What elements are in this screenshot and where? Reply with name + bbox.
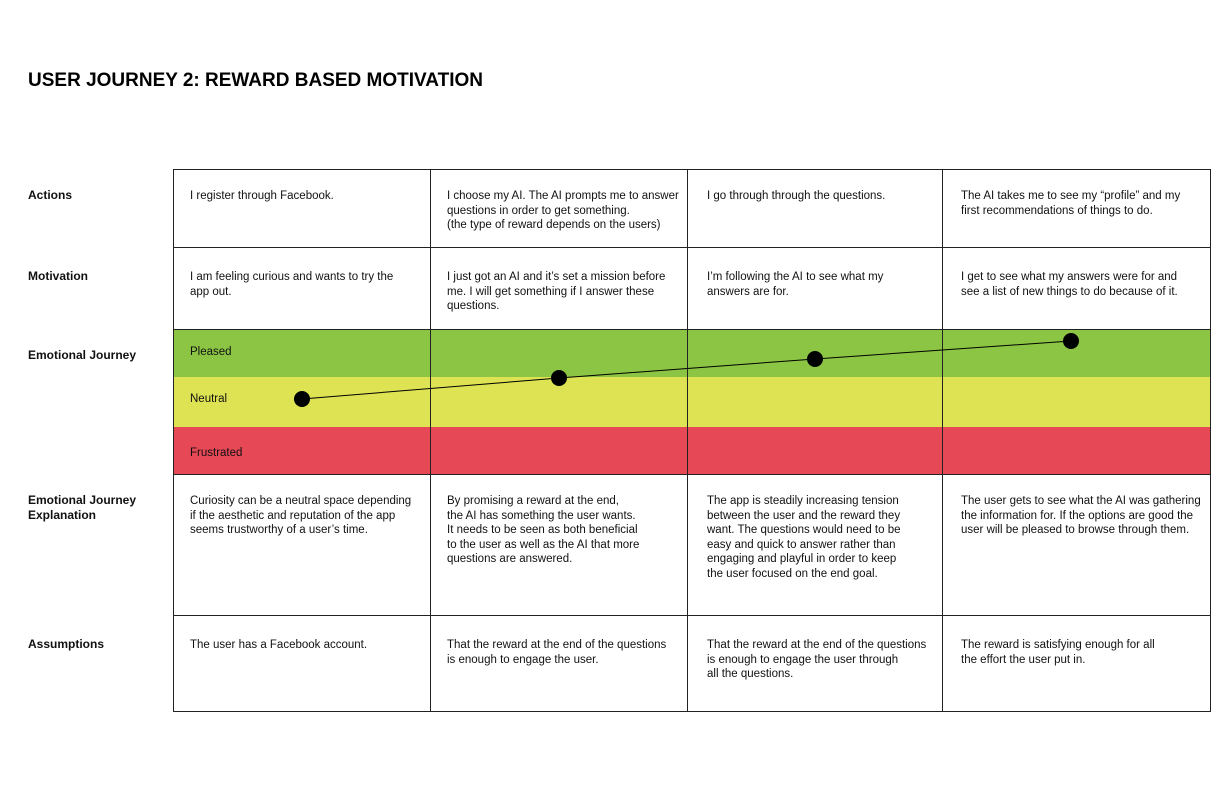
level-label: Neutral bbox=[190, 393, 228, 405]
row-label: Actions bbox=[28, 188, 73, 202]
cell-text: By promising a reward at the end, the AI… bbox=[447, 495, 640, 565]
level-label: Pleased bbox=[190, 346, 232, 358]
cell-text: The app is steadily increasing tension b… bbox=[707, 495, 901, 580]
cell-text: The user has a Facebook account. bbox=[190, 639, 368, 651]
cell-text: Curiosity can be a neutral space dependi… bbox=[190, 495, 412, 536]
level-label: Frustrated bbox=[190, 447, 243, 459]
cell-text: I go through through the questions. bbox=[707, 190, 886, 202]
row-label: Emotional Journey bbox=[28, 348, 137, 362]
pleased-band bbox=[173, 329, 1211, 377]
cell-text: The AI takes me to see my “profile” and … bbox=[961, 190, 1181, 217]
emotion-points bbox=[294, 333, 1079, 407]
row-label: Assumptions bbox=[28, 637, 105, 651]
title: USER JOURNEY 2: REWARD BASED MOTIVATION bbox=[28, 70, 483, 91]
grid bbox=[173, 169, 1211, 712]
row-label: Emotional Journey Explanation bbox=[28, 493, 137, 522]
cell-text: That the reward at the end of the questi… bbox=[447, 639, 667, 666]
cell-text: I get to see what my answers were for an… bbox=[961, 271, 1178, 298]
cell-text: The user gets to see what the AI was gat… bbox=[961, 495, 1201, 536]
emotion-line bbox=[301, 340, 1072, 400]
cell-text: I am feeling curious and wants to try th… bbox=[190, 271, 394, 298]
cell-text: The reward is satisfying enough for all … bbox=[961, 639, 1155, 666]
cell-text: I register through Facebook. bbox=[190, 190, 334, 202]
cell-text: That the reward at the end of the questi… bbox=[707, 639, 927, 680]
neutral-band bbox=[173, 377, 1211, 427]
row-label: Motivation bbox=[28, 269, 88, 283]
cell-text: I just got an AI and it’s set a mission … bbox=[447, 271, 666, 312]
frustrated-band bbox=[173, 427, 1211, 474]
cell-text: I choose my AI. The AI prompts me to ans… bbox=[447, 190, 679, 231]
cell-text: I’m following the AI to see what my answ… bbox=[707, 271, 884, 298]
